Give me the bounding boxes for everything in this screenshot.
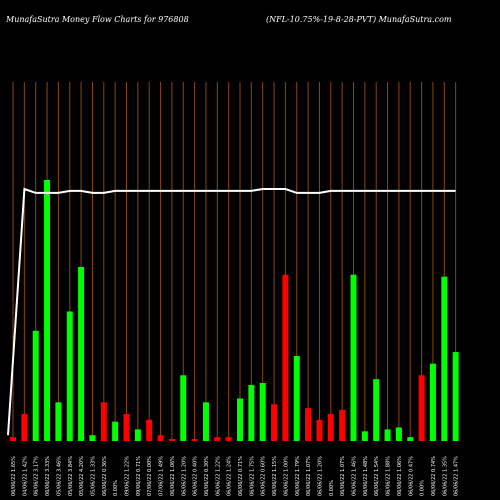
bar: [168, 439, 175, 441]
x-tick-label: 06/06/22 0.36%: [102, 456, 108, 496]
bar: [21, 413, 28, 441]
bar: [78, 267, 85, 441]
x-tick-label: 05/06/22 1.33%: [90, 456, 96, 496]
x-tick-label: 06/06/22 0.47%: [408, 456, 414, 496]
x-tick-label: 06/06/22 3.33%: [45, 456, 51, 496]
x-tick-label: 06/06/22 0.40%: [193, 456, 199, 496]
x-tick-label: 06/06/22 1.79%: [295, 456, 301, 496]
x-tick-label: 06/06/22 1.00%: [283, 456, 289, 496]
x-tick-label: 06/06/22 1.15%: [272, 456, 278, 496]
x-tick-label: 06/06/22 1.07%: [340, 456, 346, 496]
money-flow-line: [7, 187, 456, 436]
x-tick-label: 06/06/22 0.74%: [431, 456, 437, 496]
x-tick-label: 06/06/22 1.47%: [454, 456, 460, 496]
bar: [395, 427, 402, 441]
bar: [100, 402, 107, 441]
x-tick-label: 06/06/22 0.60%: [261, 456, 267, 496]
bar: [89, 435, 96, 441]
x-tick-label: 06/06/22 1.06%: [170, 456, 176, 496]
x-tick-label: 06/06/22 1.35%: [442, 456, 448, 496]
bar: [293, 355, 300, 441]
x-tick-label: 09/06/22 0.71%: [136, 456, 142, 496]
x-tick-label: 05/06/22 3.84%: [68, 456, 74, 496]
bar: [55, 402, 62, 441]
x-tick-label: 04/06/22 1.42%: [22, 456, 28, 496]
x-tick-label: 06/06/22 1.48%: [363, 456, 369, 496]
x-tick-label: 06/06/22 1.88%: [386, 456, 392, 496]
chart-title-right: (NFL-10.75%-19-8-28-PVT) MunafaSutra.com: [266, 15, 452, 24]
bar: [407, 437, 414, 441]
bar: [66, 311, 73, 441]
x-tick-label: 06/06/22 1.22%: [215, 456, 221, 496]
bar: [214, 437, 221, 441]
x-tick-label: 06/06/22 1.46%: [352, 456, 358, 496]
bar: [282, 274, 289, 441]
x-tick-label: 09/06/22 1.22%: [125, 456, 131, 496]
bar: [44, 180, 51, 441]
x-tick-label: 06/06/22 1.75%: [249, 456, 255, 496]
x-tick-label: 05/06/22 4.20%: [79, 456, 85, 496]
bar-series: [10, 180, 459, 441]
bar: [429, 363, 436, 441]
grid-lines: [12, 82, 457, 441]
x-tick-label: 07/06/22 1.49%: [159, 456, 165, 496]
bar: [202, 402, 209, 441]
x-tick-label: 06/06/22 1.07%: [306, 456, 312, 496]
x-tick-label: 06/06/22 1.24%: [227, 456, 233, 496]
bar: [248, 384, 255, 441]
x-tick-label: 0.00%: [329, 480, 335, 496]
bar: [225, 437, 232, 441]
bar: [259, 383, 266, 441]
bar: [32, 330, 39, 441]
bar: [123, 413, 130, 441]
x-tick-label: 06/06/22 1.20%: [317, 456, 323, 496]
x-tick-label: 0.00%: [420, 480, 426, 496]
bar: [237, 398, 243, 441]
bar: [112, 421, 119, 441]
bar: [316, 419, 323, 441]
x-tick-label: 06/06/22 0.30%: [204, 456, 210, 496]
bar: [146, 419, 153, 441]
bar: [418, 375, 425, 441]
x-tick-label: 06/06/22 0.71%: [238, 456, 244, 496]
bar: [339, 410, 346, 441]
x-tick-label: 06/06/22 1.54%: [374, 456, 380, 496]
bar: [10, 437, 16, 441]
chart-title-left: MunafaSutra Money Flow Charts for 976808: [5, 15, 189, 24]
bar: [327, 413, 334, 441]
bar: [191, 439, 198, 441]
bar: [373, 379, 380, 441]
x-tick-label: 06/06/22 1.65%: [11, 456, 17, 496]
bar: [361, 431, 368, 441]
bar: [134, 429, 141, 441]
bar: [180, 375, 187, 441]
bar: [384, 429, 391, 441]
bar: [271, 404, 278, 441]
bar: [305, 408, 312, 441]
x-tick-label: 0.00%: [113, 480, 119, 496]
bar: [350, 274, 357, 441]
bar: [452, 352, 459, 441]
x-tick-label: 05/06/22 3.46%: [56, 456, 62, 496]
bar: [157, 435, 164, 441]
x-tick-labels: 06/06/22 1.65% 04/06/22 1.42% 06/06/22 3.1…: [11, 456, 460, 496]
x-tick-label: 06/06/22 3.17%: [34, 456, 40, 496]
x-tick-label: 06/06/22 1.20%: [181, 456, 187, 496]
bar: [441, 276, 448, 441]
x-tick-label: 07/06/22 0.00%: [147, 456, 153, 496]
x-tick-label: 06/06/22 1.06%: [397, 456, 403, 496]
